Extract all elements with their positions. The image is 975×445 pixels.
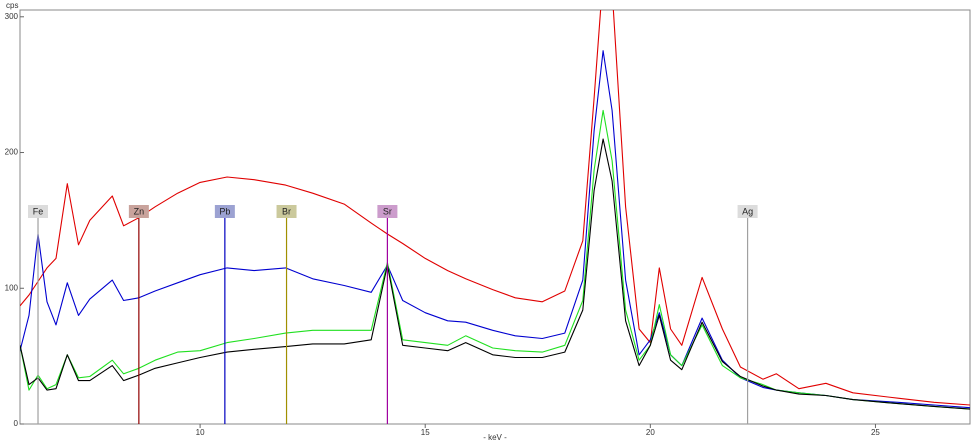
element-label: Ag [742, 206, 753, 216]
y-tick-label: 0 [14, 419, 19, 428]
element-label-box [28, 205, 49, 218]
series-layer [20, 10, 970, 410]
spectrum-line [20, 138, 970, 410]
element-label: Fe [33, 206, 44, 216]
x-axis-label: - keV - [483, 433, 507, 442]
element-label-box [377, 205, 398, 218]
y-tick-label: 200 [5, 148, 19, 157]
spectrum-line [20, 109, 970, 410]
x-tick-label: 25 [871, 428, 880, 437]
x-tick-label: 10 [196, 428, 205, 437]
element-label: Sr [383, 206, 392, 216]
x-tick-label: 15 [421, 428, 430, 437]
element-label-box [214, 205, 235, 218]
element-label-box [128, 205, 149, 218]
spectrum-line [20, 10, 970, 406]
element-label-box [737, 205, 758, 218]
plot-frame [19, 9, 971, 425]
element-label: Zn [134, 206, 145, 216]
y-tick-label: 100 [5, 283, 19, 292]
x-tick-label: 20 [646, 428, 655, 437]
element-label: Br [282, 206, 291, 216]
element-label-box [276, 205, 297, 218]
element-label: Pb [219, 206, 230, 216]
spectrum-line [20, 50, 970, 409]
y-tick-label: 300 [5, 12, 19, 21]
y-axis-label: cps [6, 1, 18, 10]
